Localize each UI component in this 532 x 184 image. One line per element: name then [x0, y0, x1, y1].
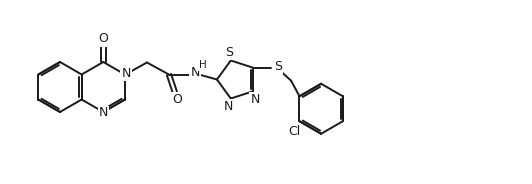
Text: S: S [274, 60, 282, 73]
Text: S: S [225, 46, 233, 59]
Text: N: N [251, 93, 260, 106]
Text: H: H [199, 61, 207, 70]
Text: O: O [172, 93, 182, 106]
Text: N: N [98, 107, 108, 119]
Text: N: N [121, 67, 131, 80]
Text: Cl: Cl [288, 125, 301, 138]
Text: O: O [98, 33, 108, 45]
Text: N: N [224, 100, 234, 113]
Text: N: N [190, 66, 200, 79]
